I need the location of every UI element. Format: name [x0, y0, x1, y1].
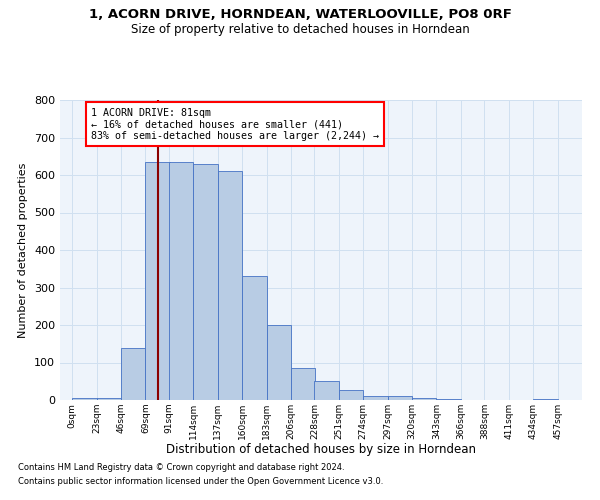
Bar [314, 381, 339, 400]
Bar [436, 399, 461, 400]
Bar [169, 162, 193, 400]
Bar [291, 368, 316, 400]
Text: Contains public sector information licensed under the Open Government Licence v3: Contains public sector information licen… [18, 477, 383, 486]
Bar [533, 399, 557, 400]
Text: Contains HM Land Registry data © Crown copyright and database right 2024.: Contains HM Land Registry data © Crown c… [18, 464, 344, 472]
Bar [242, 276, 266, 400]
Text: Size of property relative to detached houses in Horndean: Size of property relative to detached ho… [131, 22, 469, 36]
Text: Distribution of detached houses by size in Horndean: Distribution of detached houses by size … [166, 442, 476, 456]
Text: 1, ACORN DRIVE, HORNDEAN, WATERLOOVILLE, PO8 0RF: 1, ACORN DRIVE, HORNDEAN, WATERLOOVILLE,… [89, 8, 511, 20]
Bar [339, 390, 363, 400]
Bar [97, 398, 121, 400]
Bar [145, 162, 170, 400]
Bar [266, 325, 291, 400]
Bar [218, 171, 242, 400]
Bar [121, 348, 145, 400]
Bar [193, 164, 218, 400]
Bar [412, 398, 436, 400]
Y-axis label: Number of detached properties: Number of detached properties [19, 162, 28, 338]
Bar [388, 396, 412, 400]
Bar [363, 396, 388, 400]
Text: 1 ACORN DRIVE: 81sqm
← 16% of detached houses are smaller (441)
83% of semi-deta: 1 ACORN DRIVE: 81sqm ← 16% of detached h… [91, 108, 379, 140]
Bar [72, 398, 97, 400]
